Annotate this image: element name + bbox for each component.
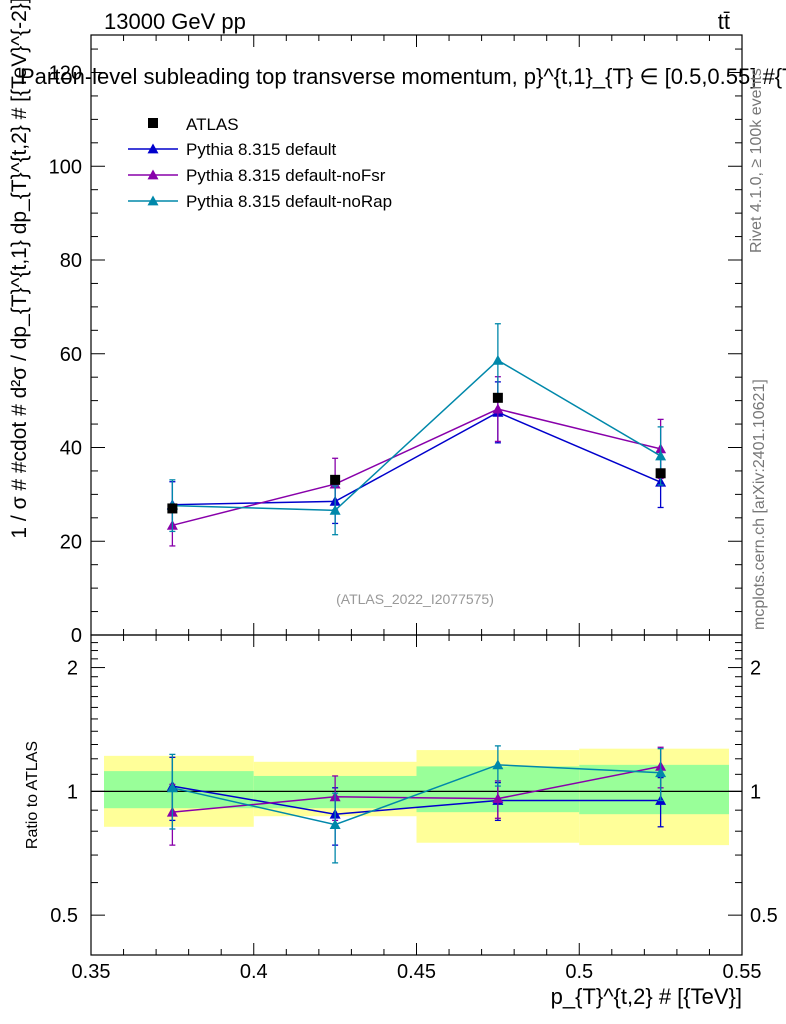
atlas-point — [492, 392, 503, 403]
legend-atlas-label: ATLAS — [186, 115, 239, 134]
series-line-noFsr — [172, 408, 661, 527]
x-tick-label: 0.55 — [723, 961, 762, 983]
ratio-point-noRap — [329, 819, 341, 830]
point-noRap — [492, 354, 504, 365]
rivet-version-label: Rivet 4.1.0, ≥ 100k events — [748, 68, 765, 253]
analysis-watermark: (ATLAS_2022_I2077575) — [336, 591, 494, 607]
point-noFsr — [492, 403, 504, 414]
x-tick-label: 0.35 — [72, 961, 111, 983]
ratio-tick-label-left: 0.5 — [50, 905, 78, 927]
mcplots-label: mcplots.cern.ch [arXiv:2401.10621] — [751, 379, 768, 630]
y-tick-label: 60 — [60, 344, 82, 366]
ratio-point-noRap — [166, 782, 178, 793]
ratio-tick-label-right: 0.5 — [750, 905, 778, 927]
ratio-point-noFsr — [492, 793, 504, 804]
legend-label-noRap: Pythia 8.315 default-noRap — [186, 192, 392, 211]
header-process-label: tt̄ — [718, 9, 730, 34]
ratio-series-layer — [166, 745, 667, 864]
x-tick-label: 0.5 — [565, 961, 593, 983]
ratio-point-noRap — [655, 767, 667, 778]
atlas-point — [167, 503, 178, 514]
series-line-noRap — [172, 359, 662, 512]
ratio-tick-label-right: 1 — [750, 781, 761, 803]
y-tick-label: 120 — [49, 63, 82, 85]
ratio-point-noRap — [492, 759, 504, 770]
axis-ticks — [90, 35, 743, 955]
y-tick-label: 100 — [49, 156, 82, 178]
chart-title: Parton-level subleading top transverse m… — [20, 64, 786, 89]
ratio-line-noFsr — [172, 765, 661, 813]
legend-label-noFsr: Pythia 8.315 default-noFsr — [186, 166, 386, 185]
y-tick-label: 80 — [60, 250, 82, 272]
y-tick-label: 20 — [60, 531, 82, 553]
point-noRap — [655, 450, 667, 461]
series-line-default — [172, 411, 661, 506]
x-tick-label: 0.45 — [397, 961, 436, 983]
y-tick-label: 40 — [60, 438, 82, 460]
x-tick-label: 0.4 — [240, 961, 268, 983]
ratio-line-default — [172, 785, 661, 815]
legend: ATLAS Pythia 8.315 default Pythia 8.315 de… — [128, 115, 392, 211]
legend-marker-default — [147, 143, 159, 154]
main-series-layer — [166, 323, 667, 547]
ratio-y-axis-label: Ratio to ATLAS — [24, 741, 41, 849]
legend-marker-noRap — [147, 195, 159, 206]
atlas-point — [655, 468, 666, 479]
y-tick-label: 0 — [71, 625, 82, 647]
ratio-line-noRap — [172, 764, 661, 826]
tick-labels: 0.35 0.4 0.45 0.5 0.55 0 20 40 60 80 100 120 0.5 0.5 1… — [49, 63, 778, 984]
x-axis-label: p_{T}^{t,2} # [{TeV}] — [551, 984, 742, 1009]
header-energy-label: 13000 GeV pp — [104, 9, 246, 34]
ratio-tick-label-left: 2 — [67, 658, 78, 680]
atlas-point — [330, 474, 341, 485]
legend-atlas-marker — [148, 118, 158, 128]
y-axis-label: 1 / σ # #cdot # d²σ / dp_{T}^{t,1} dp_{T… — [8, 0, 31, 539]
legend-marker-noFsr — [147, 169, 159, 180]
legend-label-default: Pythia 8.315 default — [186, 140, 337, 159]
ratio-series-noRap — [166, 745, 667, 864]
ratio-tick-label-left: 1 — [67, 781, 78, 803]
ratio-tick-label-right: 2 — [750, 658, 761, 680]
point-noRap — [329, 504, 341, 515]
